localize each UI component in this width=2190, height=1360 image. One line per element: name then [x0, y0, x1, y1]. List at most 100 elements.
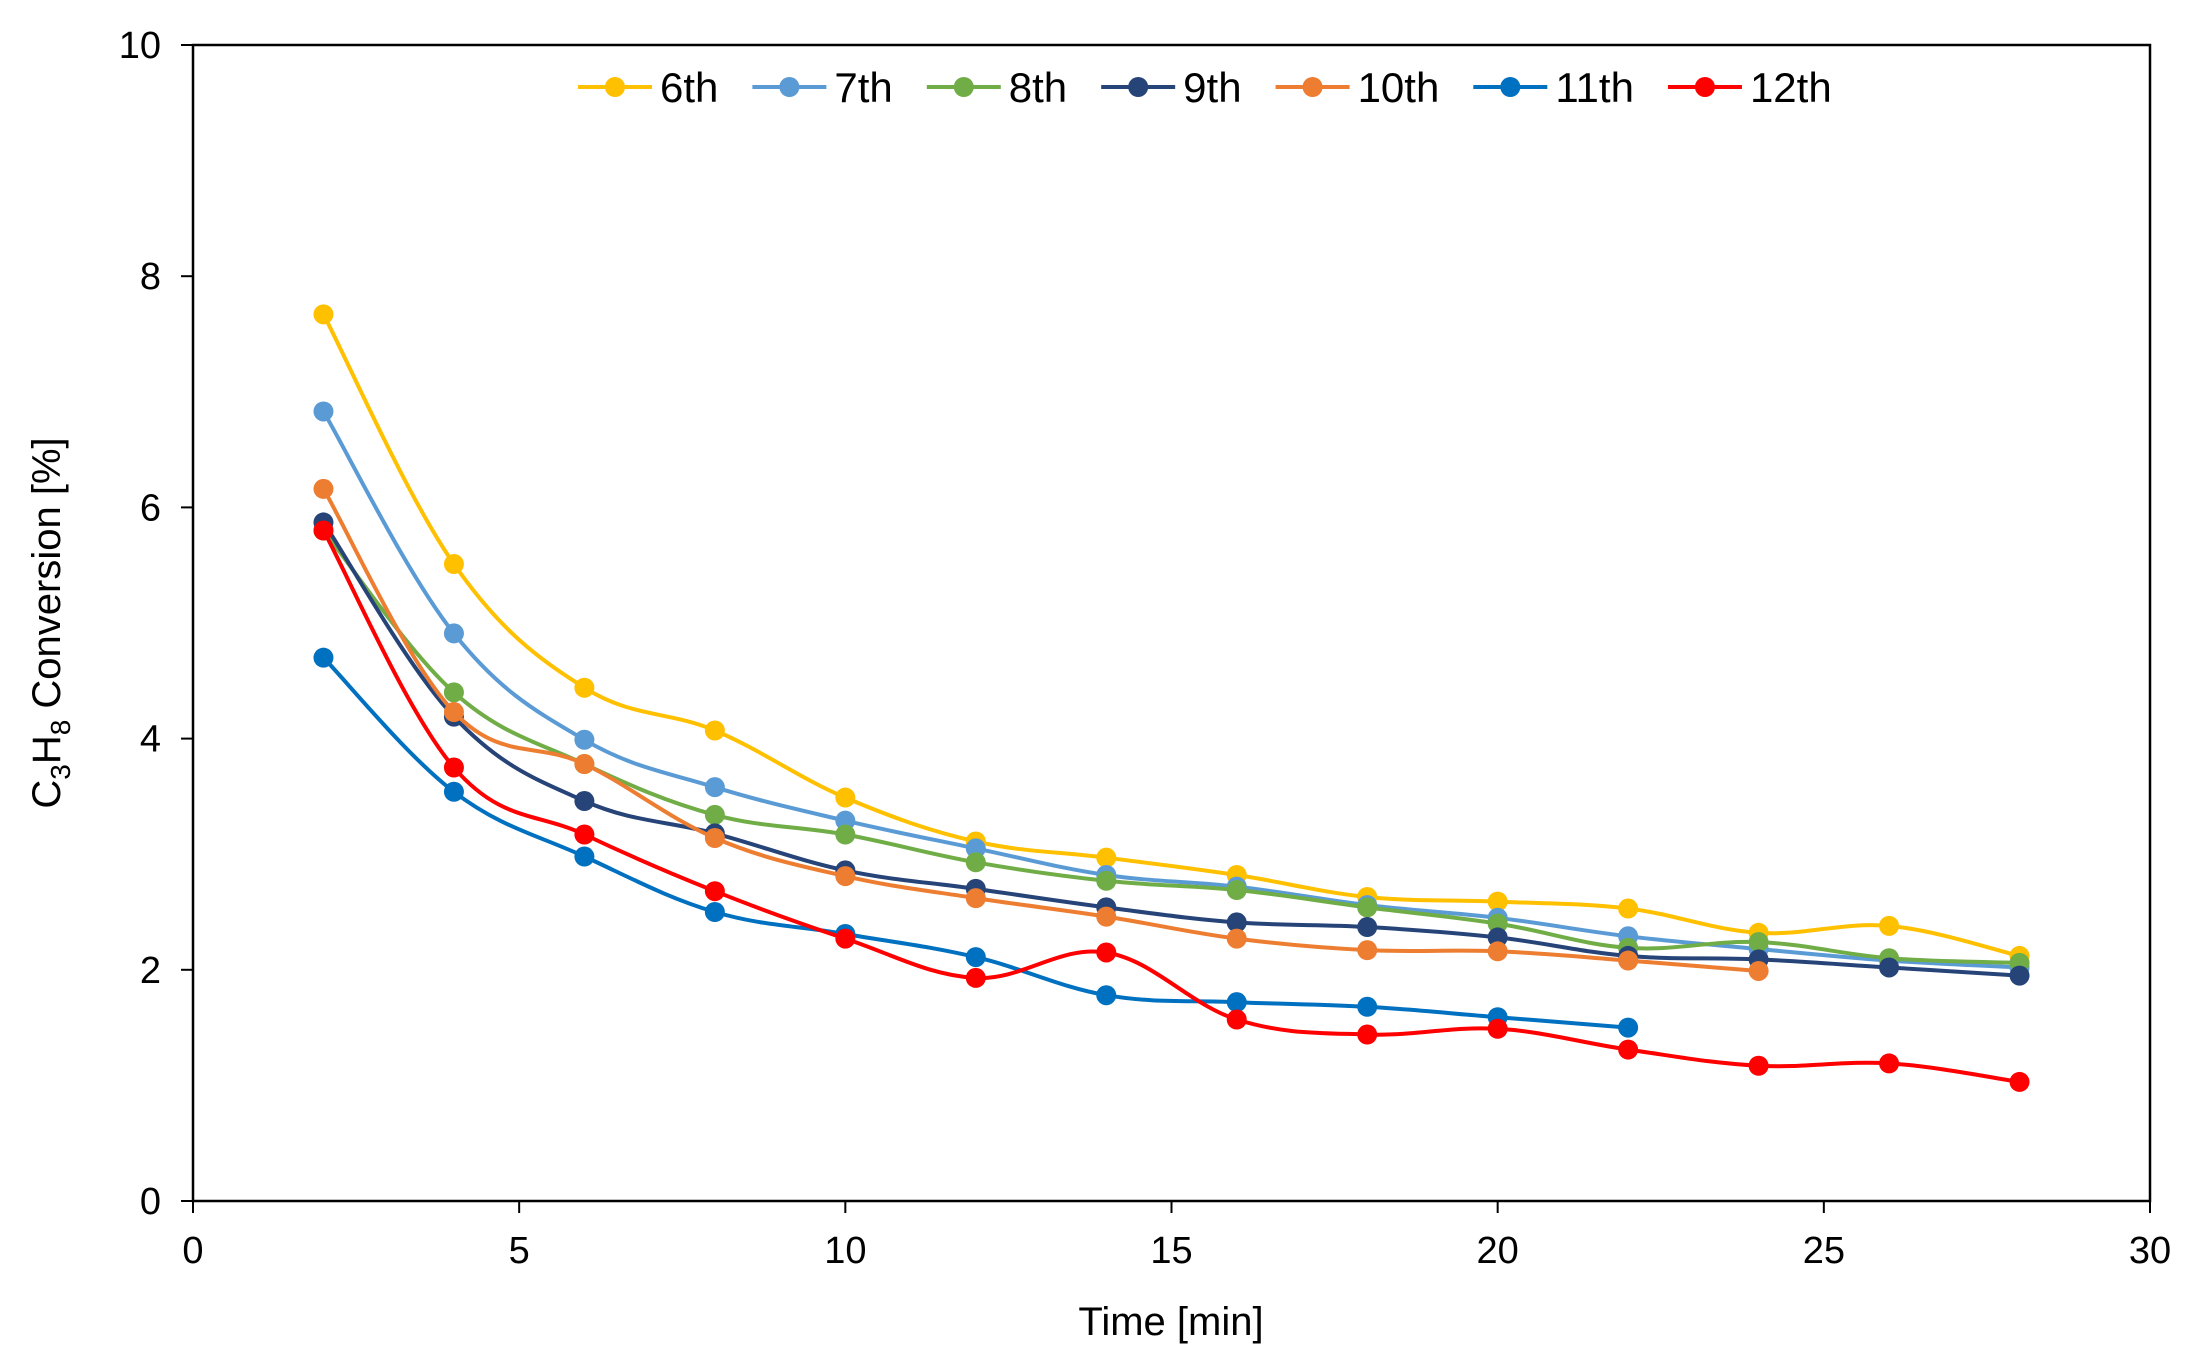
- data-point-11th: [704, 902, 725, 922]
- data-point-10th: [1618, 950, 1639, 971]
- data-point-12th: [965, 967, 986, 988]
- data-point-11th: [965, 947, 986, 968]
- data-point-9th: [574, 791, 595, 812]
- legend-swatch-marker: [1128, 77, 1149, 97]
- data-point-7th: [835, 810, 856, 831]
- y-tick-label: 4: [140, 719, 161, 761]
- y-tick-label: 2: [140, 950, 161, 992]
- data-point-9th: [1487, 927, 1508, 948]
- legend: 6th 7th 8th 9th 10th 11th 12th: [578, 64, 1832, 111]
- data-point-10th: [1226, 928, 1247, 949]
- legend-swatch-marker: [1302, 77, 1323, 97]
- y-tick-label: 8: [140, 256, 161, 298]
- data-point-12th: [443, 757, 464, 778]
- legend-item-8th: 8th: [926, 64, 1067, 111]
- data-point-10th: [313, 478, 334, 499]
- data-point-12th: [1226, 1009, 1247, 1030]
- data-point-11th: [1226, 992, 1247, 1013]
- data-point-12th: [835, 928, 856, 949]
- plot-area-frame: [191, 43, 2152, 1203]
- data-point-7th: [443, 623, 464, 644]
- data-point-8th: [835, 824, 856, 845]
- legend-item-12th: 12th: [1667, 64, 1832, 111]
- legend-swatch-marker: [953, 77, 974, 97]
- data-point-12th: [1748, 1055, 1769, 1076]
- y-tick-label: 10: [119, 25, 161, 67]
- series-10th: [313, 478, 1769, 981]
- data-point-6th: [1096, 847, 1117, 868]
- data-point-6th: [704, 720, 725, 741]
- legend-label: 10th: [1358, 64, 1440, 111]
- x-tick-label: 10: [824, 1230, 866, 1272]
- legend-swatch-marker: [779, 77, 800, 97]
- series-layer: [313, 304, 2030, 1092]
- series-6th: [313, 304, 2030, 966]
- series-line-12th: [321, 529, 2020, 1084]
- legend-label: 6th: [660, 64, 718, 111]
- data-point-11th: [1357, 996, 1378, 1017]
- data-point-10th: [1357, 940, 1378, 961]
- data-point-10th: [1748, 960, 1769, 981]
- data-point-12th: [1618, 1039, 1639, 1060]
- legend-swatch-marker: [1500, 77, 1521, 97]
- x-tick-label: 20: [1477, 1230, 1519, 1272]
- data-point-8th: [965, 852, 986, 873]
- data-point-6th: [574, 677, 595, 698]
- data-point-6th: [835, 787, 856, 808]
- legend-label: 11th: [1555, 64, 1634, 111]
- data-point-12th: [1487, 1018, 1508, 1039]
- data-point-10th: [704, 828, 725, 849]
- legend-item-11th: 11th: [1473, 64, 1634, 111]
- legend-label: 9th: [1183, 64, 1241, 111]
- x-tick-label: 30: [2129, 1230, 2171, 1272]
- data-point-12th: [2009, 1071, 2030, 1092]
- x-tick-label: 25: [1803, 1230, 1845, 1272]
- y-tick-label: 6: [140, 487, 161, 529]
- series-line-9th: [321, 521, 2020, 978]
- data-point-6th: [313, 304, 334, 325]
- data-point-8th: [1748, 932, 1769, 953]
- legend-swatch-marker: [605, 77, 625, 97]
- series-12th: [313, 520, 2030, 1092]
- data-point-8th: [1096, 870, 1117, 891]
- data-point-7th: [965, 838, 986, 859]
- legend-item-6th: 6th: [578, 64, 718, 111]
- legend-swatch-marker: [1694, 77, 1715, 97]
- series-9th: [313, 512, 2030, 986]
- axis-ticks: 0 5 10 15 20 25 30 0 2 4 6 8 10: [119, 25, 2171, 1272]
- data-point-8th: [1226, 880, 1247, 901]
- data-point-9th: [2009, 965, 2030, 986]
- data-point-7th: [313, 401, 334, 422]
- data-point-7th: [574, 729, 595, 750]
- data-point-8th: [1487, 913, 1508, 934]
- legend-label: 8th: [1009, 64, 1067, 111]
- series-7th: [313, 401, 2030, 978]
- series-line-6th: [321, 313, 2020, 958]
- x-tick-label: 15: [1150, 1230, 1192, 1272]
- data-point-10th: [965, 888, 986, 909]
- data-point-6th: [1879, 915, 1900, 936]
- data-point-7th: [704, 777, 725, 798]
- data-point-9th: [1357, 917, 1378, 938]
- data-point-11th: [1096, 985, 1117, 1006]
- data-point-10th: [835, 866, 856, 887]
- data-point-8th: [704, 804, 725, 825]
- x-tick-label: 0: [182, 1230, 203, 1272]
- data-point-6th: [1618, 898, 1639, 919]
- data-point-8th: [1357, 897, 1378, 918]
- data-point-12th: [313, 520, 334, 541]
- x-axis-title: Time [min]: [1078, 1300, 1263, 1344]
- data-point-11th: [1618, 1017, 1639, 1038]
- data-point-10th: [1487, 941, 1508, 962]
- data-point-8th: [443, 682, 464, 703]
- data-point-9th: [1879, 957, 1900, 978]
- legend-item-9th: 9th: [1101, 64, 1242, 111]
- data-point-11th: [313, 647, 334, 668]
- y-tick-label: 0: [140, 1181, 161, 1223]
- legend-label: 12th: [1750, 64, 1832, 111]
- series-line-7th: [321, 410, 2020, 970]
- data-point-10th: [1096, 906, 1117, 927]
- data-point-6th: [443, 554, 464, 575]
- data-point-12th: [1879, 1053, 1900, 1074]
